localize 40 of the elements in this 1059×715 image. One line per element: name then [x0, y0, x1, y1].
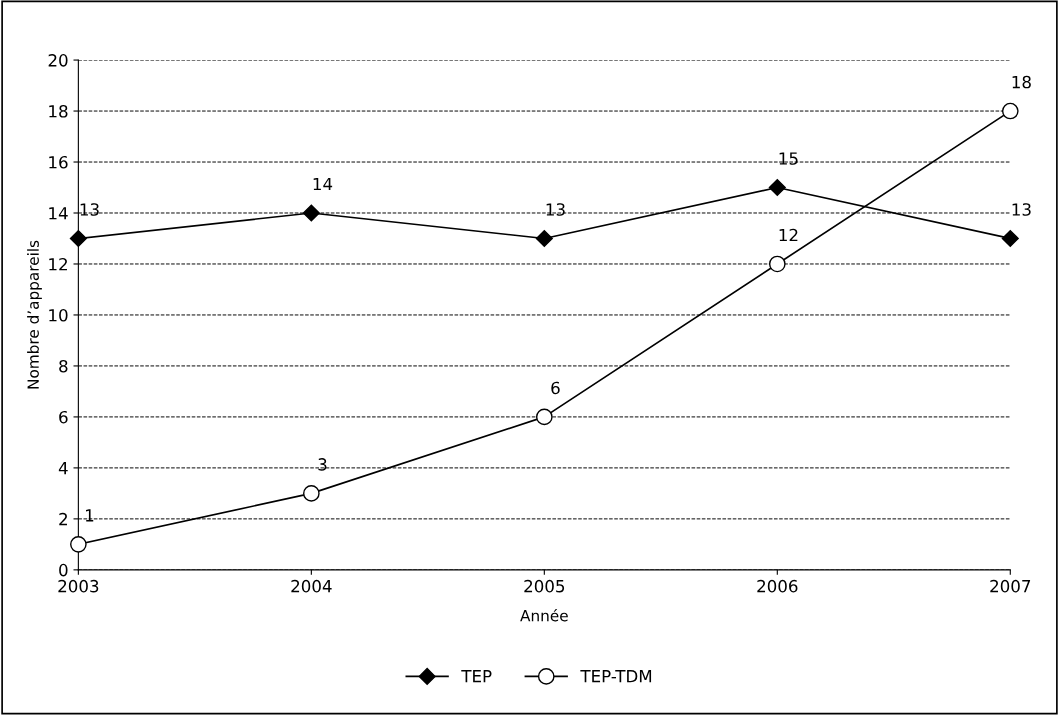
data-label: 12	[779, 228, 798, 242]
point	[302, 204, 320, 222]
x-tick-label: 2006	[757, 579, 798, 593]
point	[69, 229, 87, 248]
x-tick-label: 2007	[990, 579, 1031, 593]
data-label: 13	[546, 203, 565, 216]
y-tick-label: 10	[49, 308, 68, 322]
y-tick-label: 14	[49, 207, 68, 220]
y-tick-label: 8	[59, 359, 68, 373]
point	[1001, 102, 1019, 120]
y-tick-label: 18	[49, 105, 68, 118]
x-tick-label: 2003	[58, 579, 99, 593]
data-label: 13	[1012, 203, 1031, 216]
point	[535, 229, 553, 248]
point	[535, 408, 553, 426]
y-tick-label: 20	[48, 54, 68, 67]
point	[1001, 229, 1019, 248]
data-label: 3	[318, 458, 327, 471]
data-label: 1	[86, 509, 94, 522]
y-tick-label: 2	[59, 512, 67, 526]
point	[70, 536, 87, 553]
x-axis-title: Année	[520, 608, 568, 622]
y-tick-label: 0	[59, 563, 68, 577]
data-label: 15	[779, 152, 798, 165]
data-label: 13	[80, 203, 99, 216]
y-tick-label: 4	[58, 462, 68, 475]
y-tick-label: 12	[49, 257, 67, 271]
legend-label: TEP	[461, 670, 492, 683]
y-axis-title: Nombre d’appareils	[27, 240, 42, 389]
y-tick-label: 6	[59, 410, 68, 424]
point	[768, 255, 786, 273]
point	[768, 178, 786, 197]
y-tick-label: 16	[49, 155, 68, 169]
legend-label: TEP-TDM	[580, 670, 652, 683]
data-label: 18	[1012, 75, 1031, 89]
data-label: 14	[313, 177, 333, 191]
point	[303, 485, 320, 502]
x-tick-label: 2005	[524, 579, 565, 593]
x-tick-label: 2004	[291, 579, 332, 593]
data-label: 6	[551, 381, 560, 395]
